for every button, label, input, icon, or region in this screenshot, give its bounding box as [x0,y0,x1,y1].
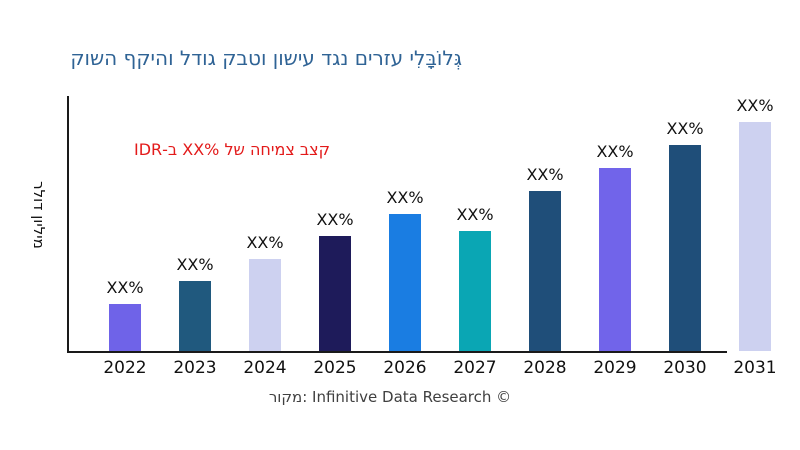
bar-value-label-2026: XX% [386,188,424,207]
x-tick-label-2031: 2031 [733,358,777,378]
x-tick-label-2029: 2029 [593,358,637,378]
bar-2030 [669,145,701,351]
bar-2027 [459,231,491,351]
bar-value-label-2028: XX% [526,165,564,184]
bar-2031 [739,122,771,351]
y-axis-spine [67,96,69,353]
bar-2026 [389,214,421,351]
x-tick-label-2023: 2023 [173,358,217,378]
bar-value-label-2031: XX% [736,96,774,115]
bar-value-label-2023: XX% [176,255,214,274]
bar-2023 [179,281,211,351]
bar-value-label-2030: XX% [666,119,704,138]
x-tick-label-2027: 2027 [453,358,497,378]
x-tick-label-2030: 2030 [663,358,707,378]
x-tick-label-2024: 2024 [243,358,287,378]
growth-rate-annotation: קצב צמיחה של %XX ב-IDR [133,140,330,159]
bar-value-label-2029: XX% [596,142,634,161]
bar-value-label-2022: XX% [106,278,144,297]
x-tick-label-2025: 2025 [313,358,357,378]
bar-value-label-2024: XX% [246,233,284,252]
bar-value-label-2027: XX% [456,205,494,224]
x-axis-spine [67,351,727,353]
bar-2022 [109,304,141,351]
bar-2028 [529,191,561,351]
bar-2024 [249,259,281,351]
x-tick-label-2028: 2028 [523,358,567,378]
source-attribution: מקור: Infinitive Data Research © [268,388,512,406]
chart-title: גְּלוֹבָּלִי עזרים נגד עישון וטבק גודל ו… [70,46,462,70]
y-axis-label: מיליון דולר [30,181,48,249]
x-tick-label-2022: 2022 [103,358,147,378]
bar-2029 [599,168,631,351]
bar-2025 [319,236,351,351]
x-tick-label-2026: 2026 [383,358,427,378]
bar-value-label-2025: XX% [316,210,354,229]
